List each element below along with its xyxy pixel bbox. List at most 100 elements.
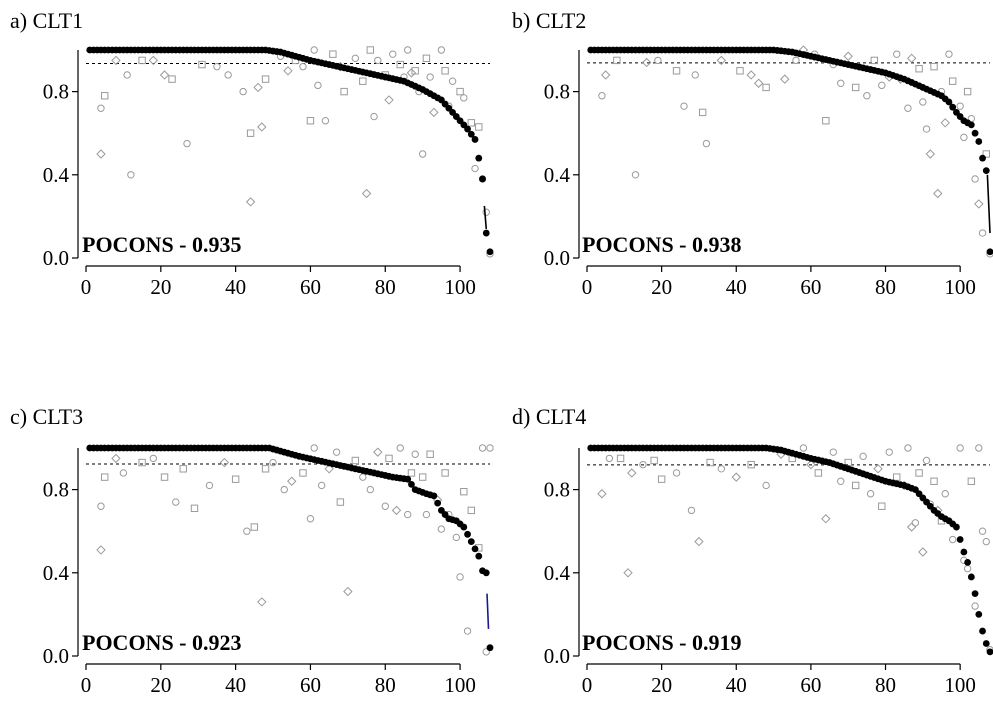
gray-point-square [915,65,923,73]
gray-point-square [672,67,681,75]
gray-point-circle [224,71,232,79]
gray-point-circle [314,81,322,90]
gray-point-circle [97,502,105,510]
main-point [967,121,975,129]
gray-point-square [190,504,199,513]
panel-title: b) CLT2 [512,8,586,33]
gray-point-circle [863,92,871,100]
main-point [945,98,953,106]
main-point [460,523,468,531]
gray-point-diamond [627,468,637,478]
gray-point-circle [404,510,412,519]
main-point [404,475,412,483]
gray-point-circle [332,448,341,456]
x-tick-label: 100 [944,673,976,697]
gray-point-square [706,458,714,467]
x-tick-label: 80 [375,275,396,299]
gray-point-square [101,473,109,481]
gray-point-square [930,62,938,71]
gray-point-square [467,119,475,127]
main-point [953,523,960,531]
x-tick-label: 100 [444,673,476,697]
gray-point-diamond [843,51,853,61]
main-point [982,167,990,175]
y-tick-label: 0.8 [544,478,570,502]
gray-point-diamond [111,55,121,66]
gray-point-circle [911,519,920,527]
y-tick-label: 0.4 [544,561,571,585]
gray-point-circle [213,62,221,71]
gray-point-circle [437,525,446,533]
gray-point-square [426,450,434,458]
gray-point-circle [792,56,800,65]
gray-point-circle [306,515,315,523]
gray-point-square [878,502,886,510]
pocons-annotation: POCONS - 0.935 [82,232,242,257]
main-point [971,129,979,137]
gray-point-circle [799,444,808,452]
gray-point-circle [605,454,614,463]
segment-line [986,174,991,234]
gray-point-square [231,475,240,483]
gray-point-circle [389,50,397,58]
gray-point-square [967,477,976,485]
main-point [986,648,993,656]
gray-point-circle [762,481,770,490]
gray-point-square [456,87,464,96]
gray-point-square [336,498,345,506]
gray-point-diamond [283,66,293,76]
x-tick-label: 80 [375,673,396,697]
gray-point-circle [119,469,128,477]
main-point [486,644,494,652]
x-tick-label: 40 [225,275,246,299]
gray-point-diamond [600,70,611,80]
x-tick-label: 0 [582,673,593,697]
gray-point-diamond [806,459,816,470]
gray-point-circle [123,71,131,79]
gray-point-diamond [694,536,704,547]
gray-point-square [306,117,315,125]
gray-point-square [698,108,707,117]
pocons-annotation: POCONS - 0.919 [582,630,742,655]
gray-point-circle [149,454,158,463]
gray-point-circle [172,498,180,506]
gray-point-square [396,60,404,69]
panel-title: c) CLT3 [10,404,83,429]
x-tick-label: 20 [150,275,171,299]
gray-point-diamond [933,188,943,199]
gray-point-circle [396,444,404,452]
gray-point-square [160,473,169,481]
gray-point-circle [941,490,949,498]
gray-point-square [138,458,146,467]
gray-point-circle [351,54,360,63]
main-point [464,125,471,133]
gray-point-diamond [925,149,936,159]
gray-point-circle [366,485,374,494]
x-tick-label: 20 [651,673,672,697]
gray-point-circle [598,92,606,100]
gray-point-diamond [623,568,633,578]
y-tick-label: 0.4 [43,163,70,187]
x-tick-label: 100 [944,275,976,299]
gray-point-circle [971,175,979,183]
gray-point-circle [717,465,726,473]
x-tick-label: 60 [800,673,821,697]
gray-point-circle [456,573,464,581]
gray-point-diamond [641,57,652,68]
gray-point-square [329,50,337,58]
gray-point-square [198,60,206,69]
gray-point-square [250,523,259,531]
gray-point-circle [374,56,382,65]
y-tick-label: 0.4 [43,561,70,585]
gray-point-square [179,465,187,473]
gray-point-circle [691,71,699,79]
gray-point-diamond [343,586,353,597]
gray-point-diamond [96,545,106,555]
main-point [482,569,490,577]
gray-point-circle [982,537,990,546]
panel-title: a) CLT1 [10,8,83,33]
main-point [979,154,986,162]
gray-point-circle [359,473,367,481]
gray-point-circle [893,50,901,58]
main-point [979,627,986,635]
